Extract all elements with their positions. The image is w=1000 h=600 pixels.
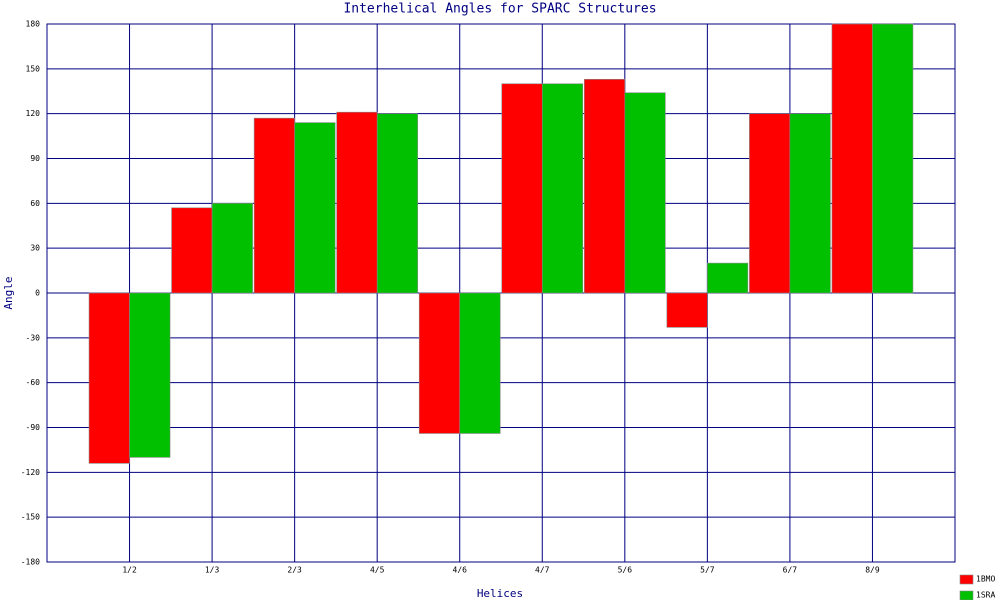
x-tick-label: 5/6	[618, 566, 633, 575]
bar	[749, 113, 791, 294]
y-tick-label: 120	[26, 109, 41, 118]
legend-swatch	[959, 590, 974, 600]
bar	[88, 292, 130, 464]
x-tick-label: 1/3	[205, 566, 220, 575]
x-axis-label: Helices	[477, 587, 523, 600]
y-tick-label: -30	[26, 333, 41, 342]
bar	[294, 122, 336, 294]
bar	[336, 111, 378, 294]
bar	[459, 292, 501, 434]
y-tick-label: 30	[30, 244, 40, 253]
chart-title: Interhelical Angles for SPARC Structures	[343, 2, 656, 17]
bar	[541, 83, 584, 294]
y-tick-label: 90	[30, 154, 40, 163]
bar	[418, 292, 461, 434]
y-tick-label: -180	[21, 558, 40, 567]
y-tick-label: 0	[35, 289, 40, 298]
legend-label: 1BMO	[976, 575, 995, 584]
bar	[584, 78, 626, 294]
y-tick-label: -150	[21, 513, 40, 522]
y-tick-label: 60	[30, 199, 40, 208]
bar	[666, 292, 708, 328]
y-tick-label: -60	[26, 378, 41, 387]
bar	[253, 117, 295, 294]
legend-label: 1SRA	[976, 591, 995, 600]
bar	[831, 23, 873, 294]
bar	[789, 113, 831, 294]
y-tick-label: 180	[26, 20, 41, 29]
bar	[376, 113, 418, 294]
bar	[211, 203, 253, 294]
legend-swatch	[959, 574, 974, 585]
x-tick-label: 2/3	[287, 566, 302, 575]
y-tick-label: 150	[26, 64, 41, 73]
x-tick-label: 4/6	[453, 566, 468, 575]
bar	[624, 92, 666, 294]
x-tick-label: 6/7	[783, 566, 798, 575]
y-axis-label: Angle	[2, 276, 15, 309]
bar	[501, 83, 543, 294]
x-tick-label: 1/2	[122, 566, 137, 575]
x-tick-label: 4/5	[370, 566, 385, 575]
bar	[129, 292, 171, 458]
bar	[171, 207, 213, 294]
y-tick-label: -120	[21, 468, 40, 477]
x-tick-label: 8/9	[865, 566, 880, 575]
bar	[872, 23, 914, 294]
x-tick-label: 5/7	[700, 566, 715, 575]
y-tick-label: -90	[26, 423, 41, 432]
bar	[707, 262, 749, 294]
x-tick-label: 4/7	[535, 566, 550, 575]
